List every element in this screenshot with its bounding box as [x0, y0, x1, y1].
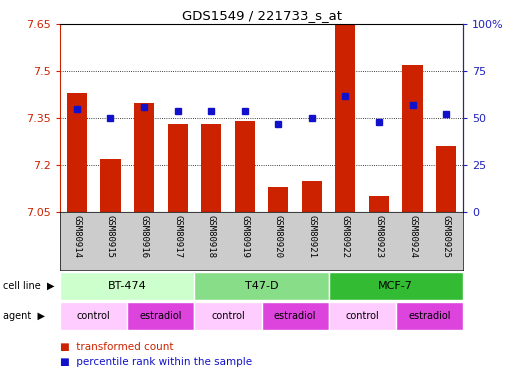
Bar	[127, 302, 195, 330]
Text: control: control	[345, 311, 379, 321]
Text: estradiol: estradiol	[408, 311, 450, 321]
Bar	[335, 24, 356, 212]
Bar	[369, 196, 389, 212]
Bar	[134, 102, 154, 212]
Bar	[302, 181, 322, 212]
Bar	[100, 159, 121, 212]
Bar	[268, 187, 288, 212]
Bar	[201, 124, 221, 212]
Bar	[396, 302, 463, 330]
Text: estradiol: estradiol	[274, 311, 316, 321]
Text: GSM80921: GSM80921	[308, 215, 316, 258]
Bar	[167, 124, 188, 212]
Text: GSM80925: GSM80925	[441, 215, 451, 258]
Text: GSM80916: GSM80916	[140, 215, 149, 258]
Text: GSM80923: GSM80923	[374, 215, 383, 258]
Bar	[403, 65, 423, 212]
Text: ■  transformed count: ■ transformed count	[60, 342, 174, 352]
Text: GSM80924: GSM80924	[408, 215, 417, 258]
Text: BT-474: BT-474	[108, 281, 146, 291]
Text: GSM80919: GSM80919	[240, 215, 249, 258]
Text: cell line  ▶: cell line ▶	[3, 281, 54, 291]
Text: ■  percentile rank within the sample: ■ percentile rank within the sample	[60, 357, 252, 367]
Bar	[328, 302, 396, 330]
Bar	[436, 146, 456, 212]
Bar	[67, 93, 87, 212]
Text: GSM80922: GSM80922	[341, 215, 350, 258]
Text: GSM80915: GSM80915	[106, 215, 115, 258]
Text: control: control	[211, 311, 245, 321]
Text: GSM80917: GSM80917	[173, 215, 182, 258]
Text: T47-D: T47-D	[245, 281, 278, 291]
Title: GDS1549 / 221733_s_at: GDS1549 / 221733_s_at	[181, 9, 342, 22]
Bar	[195, 272, 328, 300]
Text: control: control	[77, 311, 110, 321]
Text: GSM80918: GSM80918	[207, 215, 215, 258]
Bar	[195, 302, 262, 330]
Bar	[262, 302, 328, 330]
Bar	[328, 272, 463, 300]
Text: estradiol: estradiol	[140, 311, 182, 321]
Text: agent  ▶: agent ▶	[3, 311, 44, 321]
Text: GSM80914: GSM80914	[72, 215, 82, 258]
Bar	[60, 302, 127, 330]
Text: GSM80920: GSM80920	[274, 215, 283, 258]
Bar	[60, 272, 195, 300]
Text: MCF-7: MCF-7	[378, 281, 413, 291]
Bar	[235, 121, 255, 212]
